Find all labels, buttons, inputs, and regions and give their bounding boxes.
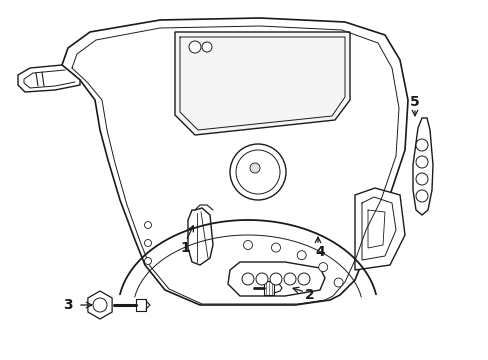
Circle shape [415, 156, 427, 168]
Circle shape [242, 273, 253, 285]
Circle shape [93, 298, 107, 312]
Circle shape [144, 257, 151, 265]
Circle shape [297, 251, 305, 260]
Polygon shape [18, 65, 80, 92]
Circle shape [189, 41, 201, 53]
Circle shape [249, 163, 260, 173]
Text: 5: 5 [409, 95, 419, 109]
Polygon shape [412, 118, 432, 215]
Circle shape [415, 190, 427, 202]
Polygon shape [88, 291, 112, 319]
Text: 1: 1 [180, 241, 189, 255]
Circle shape [284, 273, 295, 285]
Text: 2: 2 [305, 288, 314, 302]
Circle shape [415, 139, 427, 151]
Text: 4: 4 [314, 245, 324, 259]
Circle shape [415, 173, 427, 185]
Circle shape [202, 42, 212, 52]
Polygon shape [187, 208, 213, 265]
Circle shape [271, 243, 280, 252]
Circle shape [318, 263, 327, 272]
Polygon shape [354, 188, 404, 270]
Polygon shape [62, 18, 407, 305]
Circle shape [144, 239, 151, 247]
Circle shape [144, 221, 151, 229]
Polygon shape [175, 32, 349, 135]
Circle shape [269, 273, 282, 285]
Circle shape [297, 273, 309, 285]
Circle shape [243, 240, 252, 249]
Circle shape [256, 273, 267, 285]
Text: 3: 3 [63, 298, 73, 312]
Circle shape [333, 278, 343, 287]
Circle shape [229, 144, 285, 200]
Polygon shape [227, 262, 325, 296]
Circle shape [236, 150, 280, 194]
